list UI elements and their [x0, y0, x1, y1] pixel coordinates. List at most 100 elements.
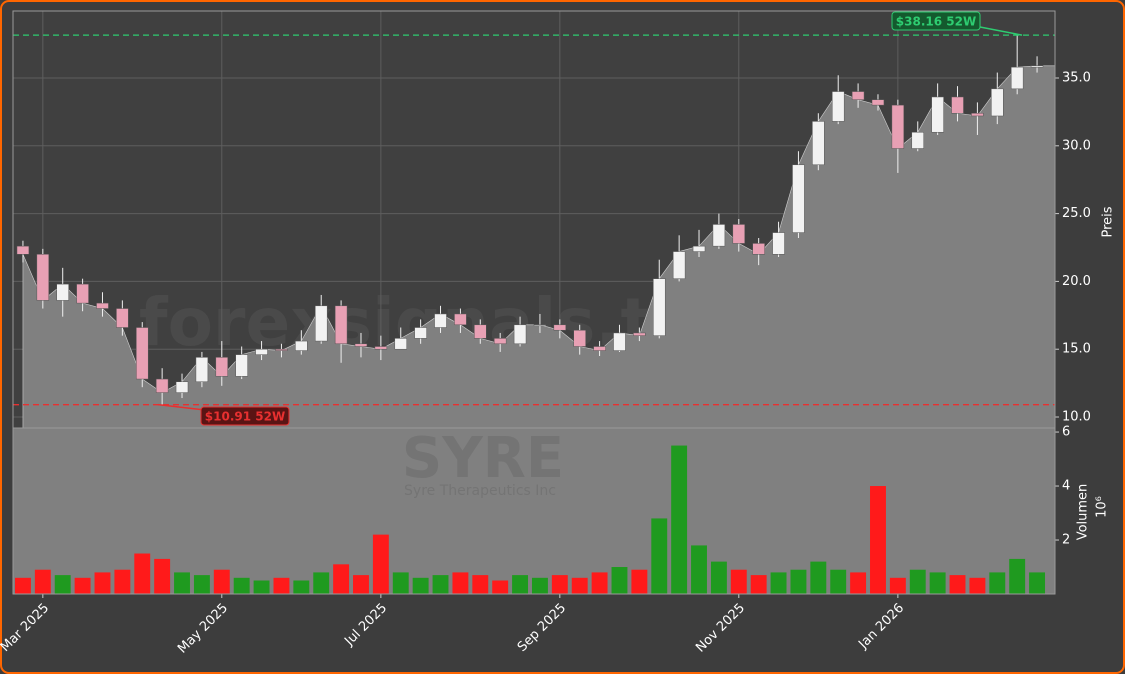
volume-bar [392, 572, 409, 594]
annotation-arrow [979, 26, 1023, 36]
volume-bar [452, 572, 469, 594]
candle-body [772, 232, 785, 255]
candle-body [672, 251, 686, 279]
volume-bar [691, 545, 707, 594]
candle-body [831, 91, 845, 122]
volume-bar [830, 569, 847, 594]
y-axis-label: Volumen [1076, 484, 1091, 541]
volume-bar [710, 561, 727, 594]
candle-body [394, 338, 407, 350]
candle-body [195, 357, 209, 383]
volume-bar [571, 577, 588, 594]
volume-bar [134, 553, 151, 594]
volume-bar [174, 572, 190, 594]
candle-body [175, 381, 189, 393]
candle-body [16, 245, 30, 255]
volume-bar [909, 569, 926, 594]
volume-bar [472, 575, 489, 594]
candle-body [493, 338, 507, 345]
y-tick-label: 20.0 [1062, 274, 1091, 289]
annotation-box [200, 406, 290, 426]
y-tick-label: 35.0 [1062, 70, 1091, 85]
volume-bar [54, 575, 71, 594]
candle-body [593, 346, 606, 351]
candle-body [235, 354, 248, 377]
volume-bar [810, 561, 827, 594]
candle-body [76, 283, 89, 304]
volume-bar [790, 569, 807, 594]
volume-bar [213, 569, 230, 594]
annotation-box [891, 11, 981, 31]
candle-body [812, 121, 825, 166]
candle-body [434, 313, 447, 328]
volume-bar [949, 575, 966, 594]
volume-bar [1009, 558, 1026, 594]
volume-bar [929, 572, 946, 594]
candle-body [991, 88, 1004, 117]
candle-body [314, 305, 328, 342]
volume-bar [651, 518, 668, 594]
candle-body [971, 112, 984, 117]
volume-bar [611, 567, 628, 594]
volume-bar [293, 580, 310, 594]
volume-bar [512, 575, 529, 594]
candle-body [513, 324, 527, 345]
volume-bar [233, 577, 250, 594]
volume-bar [889, 577, 906, 594]
y-axis-label: Preis [1101, 206, 1116, 237]
candle-body [533, 324, 547, 327]
candle-body [752, 243, 765, 255]
annotation-arrow [157, 403, 206, 411]
volume-bar [770, 572, 787, 594]
volume-bar [313, 572, 330, 594]
y-tick-label: 15.0 [1062, 342, 1091, 357]
candle-body [116, 308, 129, 328]
candle-body [334, 305, 348, 345]
candle-body [215, 357, 229, 377]
volume-bar [1029, 572, 1046, 594]
volume-bar [492, 580, 509, 594]
watermark-symbol: SYRE [402, 426, 564, 491]
y-tick-label: 10.0 [1062, 410, 1091, 425]
volume-bar [551, 575, 568, 594]
candle-body [275, 348, 288, 351]
candle-body [255, 348, 268, 355]
volume-bar [273, 577, 290, 594]
volume-bar [193, 575, 210, 594]
candle-body [891, 104, 905, 149]
volume-bar [412, 577, 429, 594]
volume-border [12, 427, 1056, 595]
volume-bar [94, 572, 111, 594]
candle-body [96, 302, 109, 309]
volume-bar [870, 486, 886, 594]
candle-body [633, 332, 646, 336]
candle-body [732, 224, 746, 244]
y-tick-label: 2 [1062, 533, 1070, 548]
volume-bar [591, 572, 608, 594]
candle-body [911, 131, 924, 149]
volume-bar [969, 577, 986, 594]
candle-body [295, 340, 308, 351]
candle-body [871, 99, 885, 106]
watermark-company: Syre Therapeutics Inc [404, 483, 556, 499]
candle-body [1030, 65, 1044, 68]
candle-body [414, 327, 427, 339]
volume-bar [74, 577, 91, 594]
candle-body [931, 96, 944, 133]
candle-body [155, 378, 169, 393]
candle-body [36, 254, 50, 301]
volume-bar [989, 572, 1006, 594]
candle-body [374, 346, 388, 350]
y-tick-label: 30.0 [1062, 138, 1091, 153]
candle-body [474, 324, 487, 339]
volume-bar [154, 558, 171, 594]
volume-bar [671, 445, 688, 594]
volume-bar [531, 577, 548, 594]
volume-bar [34, 569, 51, 594]
candle-body [613, 332, 626, 351]
volume-bar [631, 569, 648, 594]
volume-bar [114, 569, 131, 594]
volume-bar [253, 580, 270, 594]
annotation-label: $38.16 52W [896, 15, 976, 29]
